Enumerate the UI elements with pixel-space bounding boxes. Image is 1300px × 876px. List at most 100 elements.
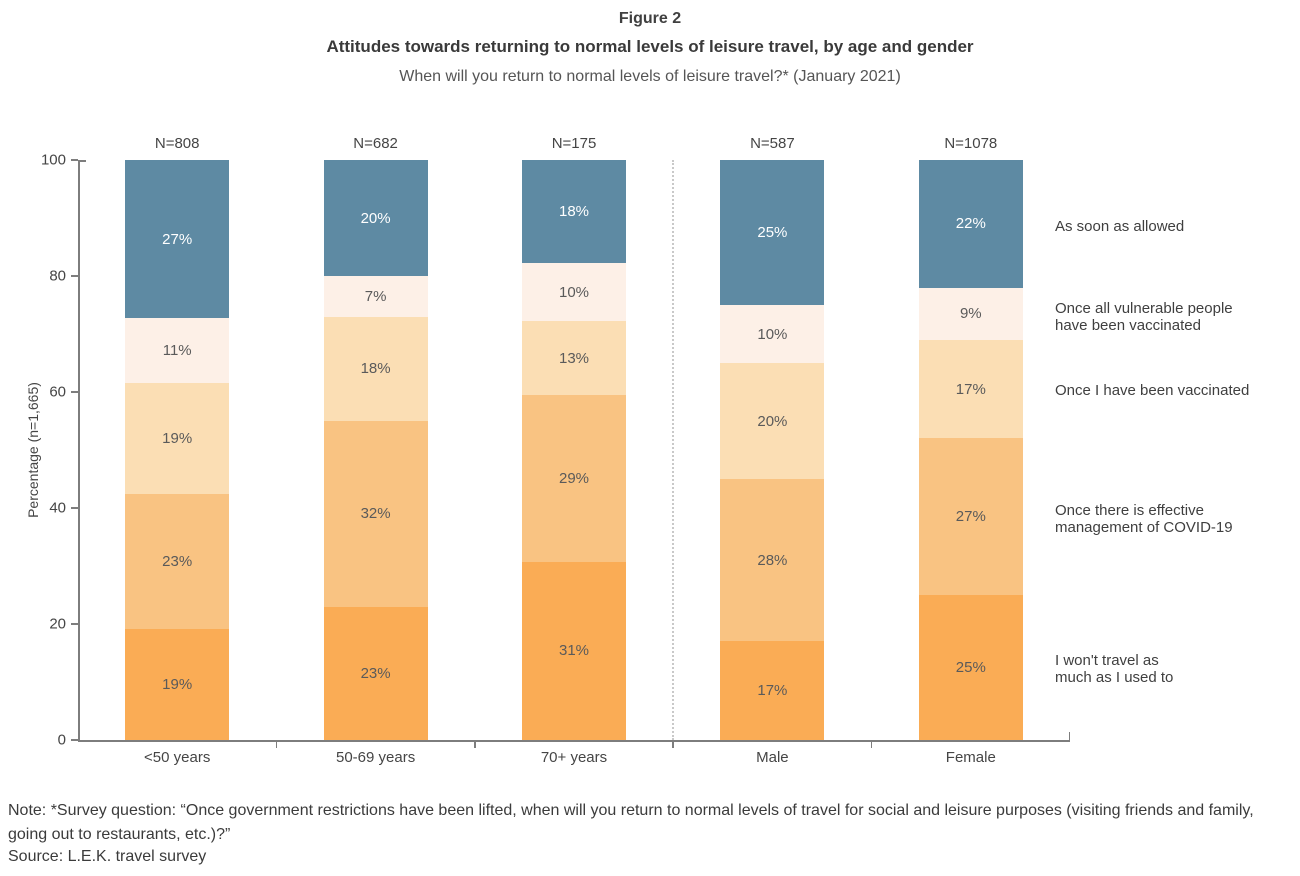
- segment-value-label: 13%: [558, 349, 590, 367]
- y-axis-tick: [71, 275, 78, 277]
- y-tick-label: 80: [49, 267, 66, 285]
- note-text: Note: *Survey question: “Once government…: [8, 802, 1254, 843]
- legend-label-line: Once there is effective: [1055, 502, 1204, 519]
- segment-value-label: 11%: [162, 341, 192, 359]
- segment-value-label: 19%: [162, 429, 193, 447]
- legend-label-line: I won't travel as: [1055, 652, 1159, 669]
- bar-segment: 25%: [918, 595, 1023, 740]
- segment-value-label: 10%: [757, 325, 788, 343]
- bar-segment: 10%: [720, 305, 825, 363]
- bar-n-label: N=1078: [944, 135, 998, 152]
- bar-Male: 17% 28% 20% 10% 25%: [720, 160, 825, 740]
- x-category-label: Female: [945, 749, 996, 766]
- bar-50-69 years: 23% 32% 18% 7% 20%: [323, 160, 428, 740]
- bar-segment: 23%: [323, 606, 428, 740]
- y-tick-label: 20: [49, 615, 66, 633]
- segment-value-label: 27%: [955, 508, 986, 526]
- y-axis-tick: [71, 623, 78, 625]
- legend-label: Once all vulnerable people have been vacc…: [1055, 300, 1233, 334]
- segment-value-label: 9%: [959, 305, 982, 323]
- legend-label: Once there is effective management of COV…: [1055, 502, 1233, 536]
- legend-label-line: Once all vulnerable people: [1055, 300, 1233, 317]
- bar-segment: 13%: [522, 320, 626, 396]
- segment-value-label: 20%: [360, 209, 391, 227]
- bar-n-label: N=682: [353, 135, 398, 152]
- bar-segment: 19%: [125, 628, 230, 740]
- group-separator-line: [672, 160, 675, 740]
- x-category-label: <50 years: [144, 749, 211, 766]
- y-tick-label: 60: [49, 383, 66, 401]
- legend-label-line: have been vaccinated: [1055, 317, 1201, 334]
- segment-value-label: 18%: [558, 203, 590, 221]
- segment-value-label: 23%: [162, 552, 193, 570]
- x-axis-tick: [474, 741, 476, 748]
- legend-label-line: Once I have been vaccinated: [1055, 382, 1250, 399]
- segment-value-label: 31%: [558, 642, 590, 660]
- y-axis-tick: [71, 739, 78, 741]
- bar-segment: 25%: [720, 160, 825, 305]
- bar-n-label: N=175: [551, 135, 597, 152]
- bar-70+ years: 31% 29% 13% 10% 18%: [522, 160, 626, 740]
- figure-label: Figure 2: [618, 10, 682, 27]
- legend-label: I won't travel as much as I used to: [1055, 652, 1173, 686]
- legend-label-line: much as I used to: [1055, 669, 1174, 686]
- bar-segment: 32%: [323, 421, 428, 607]
- bar-Female: 25% 27% 17% 9% 22%: [918, 160, 1023, 740]
- segment-value-label: 28%: [757, 551, 788, 569]
- legend-label: As soon as allowed: [1055, 218, 1184, 235]
- segment-value-label: 25%: [955, 659, 986, 676]
- segment-value-label: 18%: [360, 360, 391, 378]
- segment-value-label: 32%: [360, 505, 391, 523]
- x-axis-tick: [870, 741, 873, 748]
- bar-segment: 20%: [323, 160, 428, 276]
- x-category-label: 50-69 years: [335, 749, 416, 766]
- y-tick-label: 40: [49, 499, 66, 517]
- legend-label-line: As soon as allowed: [1055, 218, 1185, 235]
- bar-segment: 17%: [918, 339, 1023, 439]
- bar-n-label: N=808: [154, 135, 200, 152]
- y-axis-tick: [71, 391, 78, 393]
- source-text: Source: L.E.K. travel survey: [8, 848, 207, 865]
- y-tick-label: 0: [57, 731, 66, 749]
- bar-segment: 27%: [918, 438, 1023, 595]
- bar-<50 years: 19% 23% 19% 11% 27%: [125, 160, 230, 740]
- y-axis-tick: [71, 507, 78, 509]
- legend-label-line: management of COVID-19: [1055, 519, 1233, 536]
- y-axis-title: Percentage (n=1,665): [25, 382, 41, 518]
- x-category-label: 70+ years: [540, 749, 608, 766]
- bar-segment: 23%: [125, 493, 230, 629]
- bar-segment: 9%: [918, 287, 1023, 340]
- segment-value-label: 22%: [955, 215, 986, 233]
- bar-segment: 17%: [720, 641, 825, 740]
- y-axis-line: [78, 160, 80, 740]
- bar-segment: 27%: [125, 160, 230, 319]
- bar-segment: 22%: [918, 160, 1023, 288]
- bar-segment: 28%: [720, 479, 825, 642]
- x-axis-line: [78, 740, 1070, 742]
- x-category-label: Male: [756, 749, 789, 766]
- bar-segment: 18%: [323, 316, 428, 421]
- bar-segment: 10%: [522, 263, 626, 321]
- segment-value-label: 17%: [757, 682, 788, 700]
- bar-n-label: N=587: [750, 135, 795, 152]
- bar-segment: 20%: [720, 363, 825, 479]
- legend-label: Once I have been vaccinated: [1055, 382, 1249, 399]
- figure-title: Attitudes towards returning to normal le…: [326, 37, 974, 56]
- segment-value-label: 17%: [955, 380, 986, 398]
- x-axis-tick: [672, 741, 674, 748]
- y-tick-label: 100: [40, 151, 66, 169]
- segment-value-label: 27%: [162, 230, 193, 248]
- x-axis-tick: [275, 741, 278, 748]
- y-axis-end-cap: [78, 160, 86, 162]
- plot-area: 0 20 40 60 80 100 Percentage (n=1,665) 19% 23% 19…: [25, 135, 1249, 766]
- segment-value-label: 29%: [558, 470, 590, 488]
- segment-value-label: 7%: [364, 287, 387, 305]
- bar-segment: 29%: [522, 395, 626, 562]
- bar-segment: 19%: [125, 382, 230, 494]
- figure-subtitle: When will you return to normal levels of…: [399, 68, 901, 85]
- bar-segment: 7%: [323, 276, 428, 317]
- bar-segment: 18%: [522, 160, 626, 264]
- bar-segment: 31%: [522, 561, 626, 740]
- segment-value-label: 23%: [360, 664, 391, 682]
- segment-value-label: 10%: [558, 283, 590, 301]
